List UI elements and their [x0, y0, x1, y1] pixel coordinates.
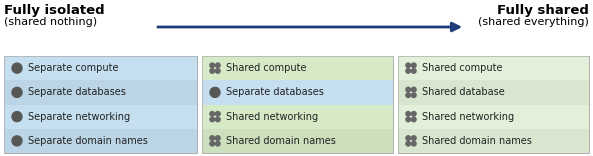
Text: Shared domain names: Shared domain names: [422, 136, 532, 146]
Circle shape: [12, 112, 22, 122]
Circle shape: [215, 117, 220, 122]
Circle shape: [210, 112, 215, 116]
Circle shape: [215, 69, 220, 73]
Circle shape: [210, 136, 215, 140]
Text: Separate compute: Separate compute: [28, 63, 119, 73]
Text: Shared networking: Shared networking: [226, 112, 318, 122]
Text: (shared nothing): (shared nothing): [4, 17, 97, 27]
Bar: [4, 105, 197, 129]
Circle shape: [406, 93, 410, 98]
Bar: [398, 105, 589, 129]
Bar: [4, 56, 197, 153]
Bar: [398, 56, 589, 80]
Circle shape: [12, 87, 22, 97]
Circle shape: [406, 69, 410, 73]
Circle shape: [12, 136, 22, 146]
Bar: [202, 56, 393, 80]
Circle shape: [12, 63, 22, 73]
Text: Fully isolated: Fully isolated: [4, 4, 104, 17]
Text: Fully shared: Fully shared: [497, 4, 589, 17]
Bar: [398, 56, 589, 153]
Circle shape: [215, 63, 220, 68]
Circle shape: [412, 93, 416, 98]
Text: Shared compute: Shared compute: [226, 63, 307, 73]
Text: Separate networking: Separate networking: [28, 112, 130, 122]
Circle shape: [406, 63, 410, 68]
Text: (shared everything): (shared everything): [478, 17, 589, 27]
Text: Shared database: Shared database: [422, 87, 505, 97]
Circle shape: [215, 112, 220, 116]
Circle shape: [406, 87, 410, 92]
Text: Separate databases: Separate databases: [28, 87, 126, 97]
Circle shape: [406, 117, 410, 122]
Circle shape: [215, 136, 220, 140]
Circle shape: [412, 63, 416, 68]
Circle shape: [406, 141, 410, 146]
Circle shape: [412, 141, 416, 146]
Bar: [398, 56, 589, 153]
Text: Shared domain names: Shared domain names: [226, 136, 336, 146]
Circle shape: [210, 63, 215, 68]
Bar: [4, 56, 197, 80]
Bar: [202, 56, 393, 153]
Circle shape: [406, 136, 410, 140]
Bar: [202, 129, 393, 153]
Circle shape: [412, 136, 416, 140]
Bar: [202, 105, 393, 129]
Text: Separate domain names: Separate domain names: [28, 136, 148, 146]
Text: Shared compute: Shared compute: [422, 63, 502, 73]
Bar: [202, 80, 393, 105]
Circle shape: [412, 87, 416, 92]
Circle shape: [210, 69, 215, 73]
Text: Shared networking: Shared networking: [422, 112, 514, 122]
Circle shape: [406, 112, 410, 116]
Circle shape: [412, 117, 416, 122]
Circle shape: [210, 87, 220, 97]
Bar: [398, 129, 589, 153]
Circle shape: [210, 117, 215, 122]
Circle shape: [412, 112, 416, 116]
Circle shape: [210, 141, 215, 146]
Text: Separate databases: Separate databases: [226, 87, 324, 97]
Bar: [202, 56, 393, 153]
Bar: [4, 56, 197, 153]
Bar: [4, 80, 197, 105]
Circle shape: [215, 141, 220, 146]
Circle shape: [412, 69, 416, 73]
Bar: [4, 129, 197, 153]
Bar: [398, 80, 589, 105]
